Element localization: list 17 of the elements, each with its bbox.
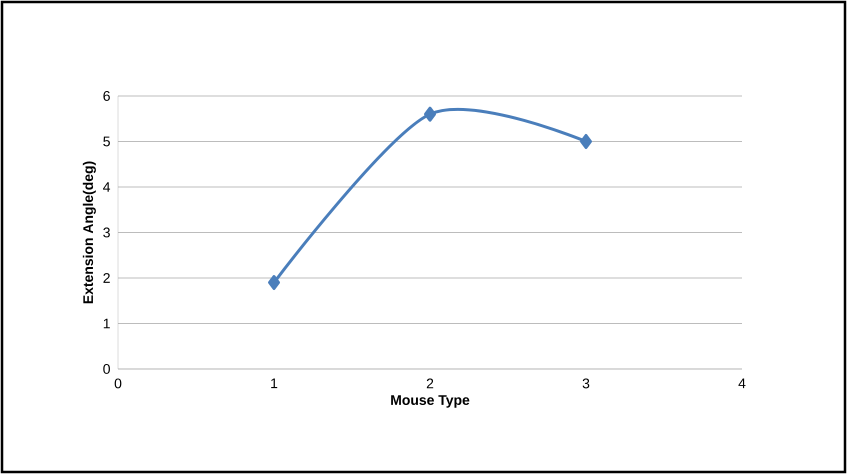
y-tick-label: 2 (103, 273, 110, 283)
point (424, 106, 436, 122)
y-tick-label: 5 (103, 136, 110, 146)
y-tick-label: 3 (103, 228, 110, 238)
x-axis-title: Mouse Type (391, 395, 470, 408)
x-tick-label: 3 (582, 378, 590, 388)
x-tick-label: 2 (426, 378, 434, 388)
x-tick-label: 1 (271, 378, 278, 388)
y-tick-label: 1 (104, 318, 110, 328)
y-tick-label: 6 (103, 91, 110, 101)
y-tick-label: 4 (103, 182, 110, 192)
x-tick-label: 4 (738, 378, 746, 388)
x-tick-label: 0 (114, 378, 122, 388)
point (268, 275, 280, 290)
point (580, 134, 592, 149)
y-axis-title: Extension Angle(deg) (82, 162, 96, 304)
y-tick-label: 0 (103, 364, 110, 374)
